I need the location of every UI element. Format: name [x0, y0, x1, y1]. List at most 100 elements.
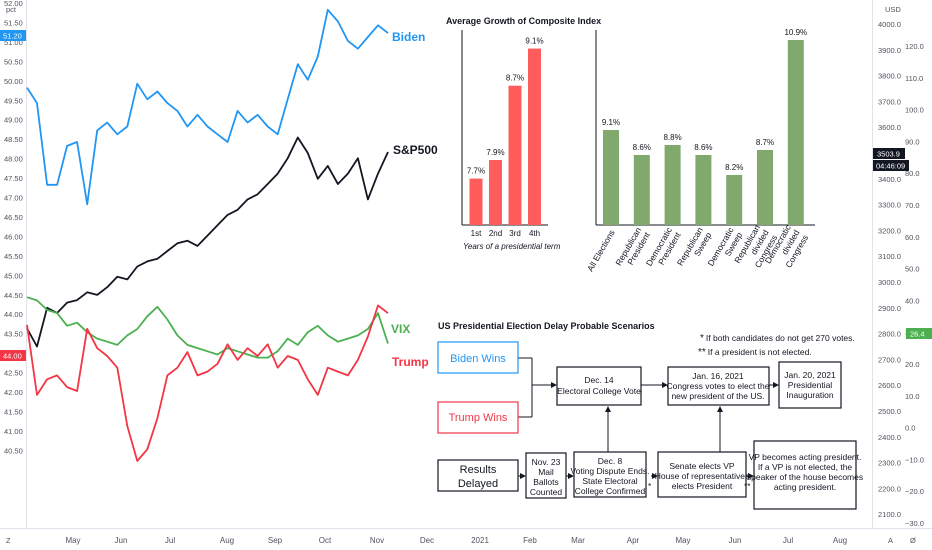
box-nov23-line-3: Ballots [533, 477, 559, 487]
box-dec8-line-1: Dec. 8 [598, 456, 623, 466]
usd-axis-tick: 3400.0 [878, 175, 901, 184]
box-nov23-line-4: Counted [530, 487, 562, 497]
flow-note-2: ** If a president is not elected. [698, 347, 812, 358]
box-vp-line-2: If a VP is not elected, the [758, 462, 853, 472]
outcome-category: DemocraticPresident [644, 225, 683, 273]
term-year-bar [469, 178, 483, 225]
flow-mark-2: ** [744, 481, 751, 491]
series-line-vix [26, 296, 389, 359]
left-axis-tick: 51.00 [4, 38, 23, 47]
bottom-bar-auto[interactable]: A [888, 536, 893, 545]
usd-axis-tick: 2700.0 [878, 355, 901, 364]
outcome-bar [695, 155, 712, 225]
time-axis-ticks: May Jun Jul Aug Sep Oct Nov Dec 2021 Feb Mar Apr May… [65, 536, 847, 545]
outcome-category: DemocraticdividedCongress [763, 222, 811, 275]
usd-axis-tick: 2600.0 [878, 381, 901, 390]
box-biden-wins: Biden Wins [437, 341, 519, 374]
usd-axis-tick: 2400.0 [878, 433, 901, 442]
box-jan20-frame [778, 361, 842, 409]
arrow-to-jan16-from-senate [717, 406, 723, 412]
left-axis-tick: 52.00 [4, 0, 23, 8]
outcome-bar-label: 8.2% [725, 163, 743, 172]
time-axis-tick: Aug [833, 536, 847, 545]
time-axis-tick: Dec [420, 536, 434, 545]
vix-axis-tick: 90.0 [905, 137, 920, 146]
flowchart-title: US Presidential Election Delay Probable … [438, 321, 655, 331]
usd-axis-tick: 3900.0 [878, 46, 901, 55]
price-tag-trump: 44.00 [0, 350, 26, 361]
outcome-bar [726, 175, 743, 225]
vix-axis-tick: −30.0 [905, 519, 924, 528]
series-label-spx: S&P500 [393, 143, 438, 157]
vix-axis-tick: −10.0 [905, 455, 924, 464]
box-jan20-line-2: Presidential [788, 380, 833, 390]
flow-note-2-mark: ** [698, 347, 706, 358]
box-vp-line-4: acting president. [774, 482, 836, 492]
left-axis-tick: 49.00 [4, 116, 23, 125]
term-year-bar-chart: 7.7% 1st 7.9% 2nd 8.7% 3rd 9.1% 4th [461, 30, 548, 238]
left-axis-tick: 40.50 [4, 446, 23, 455]
usd-axis-tick: 4000.0 [878, 20, 901, 29]
outcome-bar-label: 8.6% [694, 143, 712, 152]
left-price-axis[interactable]: pct 52.00 51.50 51.00 50.50 50.00 49.50 49.00 4… [4, 0, 27, 528]
box-jan16: Jan. 16, 2021 Congress votes to elect th… [666, 366, 770, 406]
bottom-bar-settings[interactable]: Ø [910, 536, 916, 545]
arrow-to-dec14 [551, 382, 557, 388]
outcome-bar-label: 9.1% [602, 118, 620, 127]
vix-axis-tick: 40.0 [905, 296, 920, 305]
series-label-vix: VIX [391, 322, 410, 336]
box-senate: Senate elects VP House of representative… [655, 451, 750, 498]
box-senate-line-3: elects President [672, 481, 733, 491]
outcome-bar [757, 150, 773, 225]
usd-axis-tick: 2500.0 [878, 407, 901, 416]
usd-axis-tick: 3000.0 [878, 278, 901, 287]
vix-axis-tick: 110.0 [905, 74, 923, 83]
price-tag-spx-text: 3503.9 [877, 150, 900, 159]
vix-axis-tick: 60.0 [905, 233, 920, 242]
time-axis-tick: 2021 [471, 536, 489, 545]
time-axis-tick: Nov [370, 536, 384, 545]
left-axis-tick: 47.00 [4, 194, 23, 203]
box-jan20-line-1: Jan. 20, 2021 [784, 370, 836, 380]
vix-axis-tick: 70.0 [905, 201, 920, 210]
term-year-category: 2nd [489, 229, 502, 238]
time-axis-tick: May [65, 536, 80, 545]
price-tag-spx-bg [873, 148, 905, 159]
arrow-to-nov23 [520, 473, 526, 479]
box-jan20-line-3: Inauguration [786, 390, 834, 400]
bottom-bar-z[interactable]: Z [6, 536, 11, 545]
box-trump-wins: Trump Wins [437, 401, 519, 434]
bar-charts-panel: Average Growth of Composite Index 7.7% 1s… [446, 16, 815, 275]
left-axis-tick: 51.50 [4, 18, 23, 27]
left-axis-ticks: 52.00 51.50 51.00 50.50 50.00 49.50 49.00 48.50… [4, 0, 23, 455]
vix-axis-tick: 20.0 [905, 360, 920, 369]
box-senate-line-2: House of representatives [655, 471, 750, 481]
outcome-category-line: All Elections [585, 228, 617, 273]
right-axis-unit: USD [885, 5, 901, 14]
outcome-bar [603, 130, 619, 225]
box-dec8-frame [573, 451, 647, 498]
price-tag-trump-bg [0, 350, 26, 361]
outcome-bar [664, 145, 681, 225]
time-axis-tick: Oct [319, 536, 332, 545]
box-jan20: Jan. 20, 2021 Presidential Inauguration [778, 361, 842, 409]
flow-note-1-mark: * [700, 333, 704, 344]
box-biden-wins-frame [437, 341, 519, 374]
price-tag-vix-text: 26.4 [910, 330, 925, 339]
time-axis[interactable]: May Jun Jul Aug Sep Oct Nov Dec 2021 Feb Mar Apr May… [0, 528, 932, 546]
right-price-axis[interactable]: USD 4000.03900.03800.03700.03600.03500.0… [872, 0, 924, 528]
left-axis-tick: 48.00 [4, 155, 23, 164]
series-label-biden: Biden [392, 30, 425, 44]
box-results-delayed-frame [437, 459, 519, 492]
usd-axis-ticks: 4000.03900.03800.03700.03600.03500.03400… [878, 20, 901, 519]
arrow-to-dec8 [568, 473, 574, 479]
term-year-bar-label: 8.7% [506, 74, 524, 83]
term-year-bar-label: 7.9% [486, 148, 504, 157]
price-tag-trump-text: 44.00 [3, 352, 22, 361]
usd-axis-tick: 3600.0 [878, 123, 901, 132]
box-dec8-line-4: College Confirmed [575, 486, 646, 496]
left-axis-tick: 46.50 [4, 213, 23, 222]
box-jan16-line-2: Congress votes to elect the [666, 381, 769, 391]
price-tag-biden-text: 51.20 [3, 32, 22, 41]
